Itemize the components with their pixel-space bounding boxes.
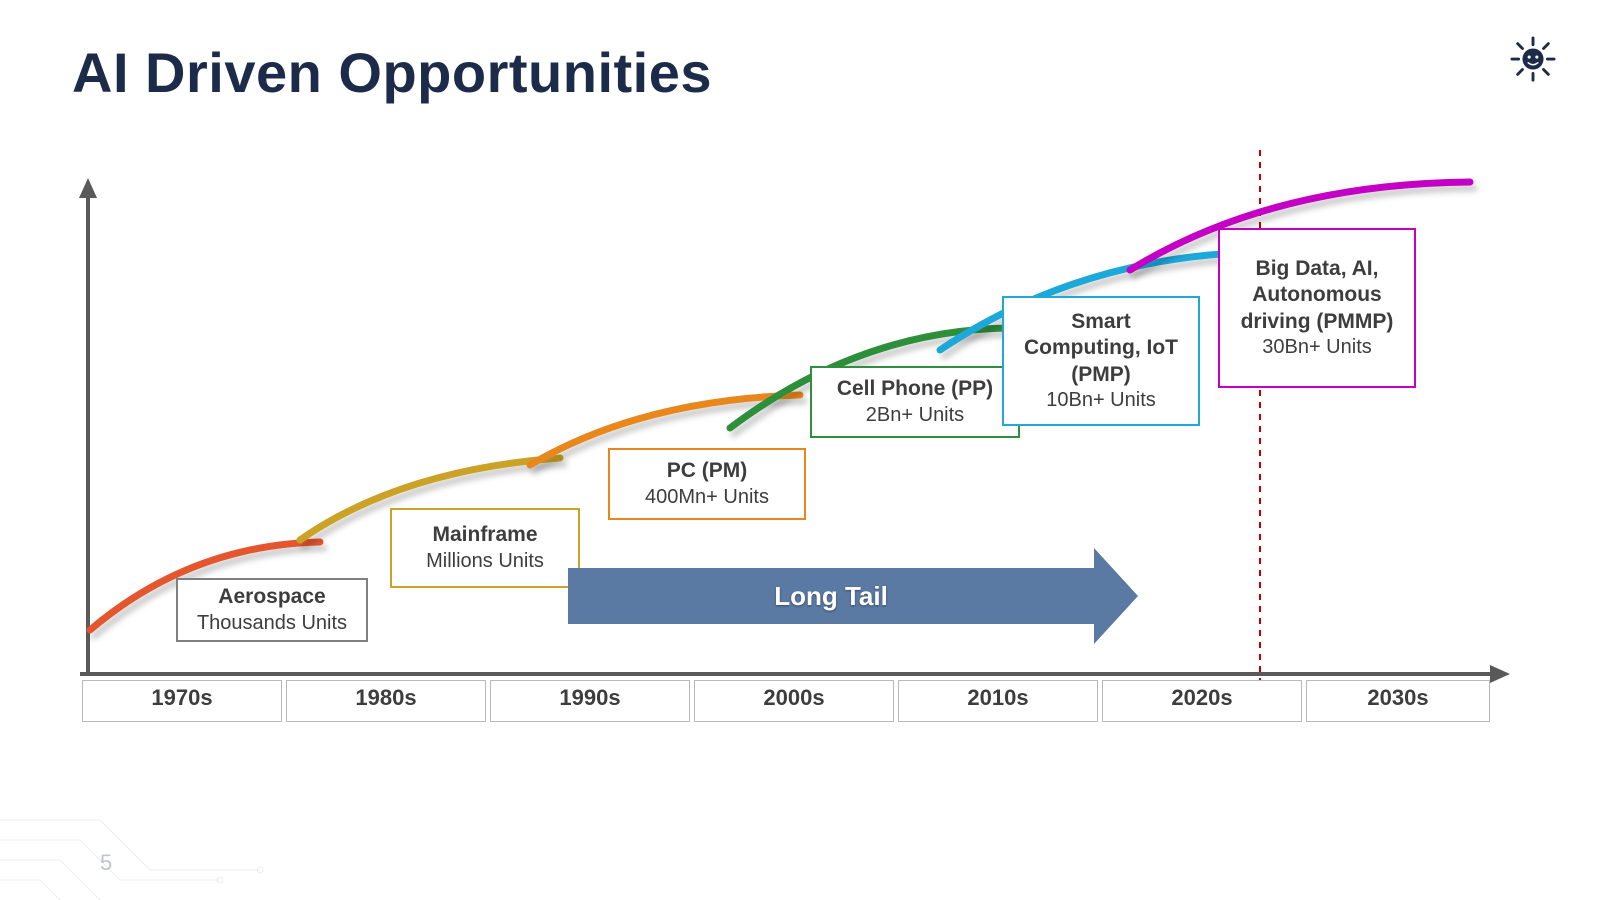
label-box-bigdata: Big Data, AI, Autonomous driving (PMMP)3… (1218, 228, 1416, 388)
slide-title: AI Driven Opportunities (72, 40, 712, 105)
x-tick-2000s: 2000s (694, 680, 894, 722)
background-circuit-decoration-icon (0, 720, 300, 900)
label-title: Mainframe (432, 522, 537, 548)
x-tick-1970s: 1970s (82, 680, 282, 722)
label-subtitle: 400Mn+ Units (645, 485, 769, 510)
label-box-smart: Smart Computing, IoT (PMP)10Bn+ Units (1002, 296, 1200, 426)
x-tick-2020s: 2020s (1102, 680, 1302, 722)
label-subtitle: 2Bn+ Units (866, 403, 964, 428)
x-tick-2010s: 2010s (898, 680, 1098, 722)
technology-waves-chart: 1970s1980s1990s2000s2010s2020s2030s Aero… (70, 170, 1520, 730)
label-title: Aerospace (218, 584, 325, 610)
label-subtitle: Thousands Units (197, 611, 347, 636)
label-subtitle: 30Bn+ Units (1262, 335, 1372, 360)
label-box-cellphone: Cell Phone (PP)2Bn+ Units (810, 366, 1020, 438)
label-title: Big Data, AI, Autonomous driving (PMMP) (1228, 256, 1406, 335)
label-subtitle: Millions Units (426, 549, 544, 574)
label-box-mainframe: MainframeMillions Units (390, 508, 580, 588)
slide: AI Driven Opportunities (0, 0, 1600, 900)
label-box-pc: PC (PM)400Mn+ Units (608, 448, 806, 520)
label-title: PC (PM) (667, 458, 748, 484)
lion-sun-logo-icon (1510, 36, 1556, 82)
label-title: Smart Computing, IoT (PMP) (1012, 309, 1190, 388)
long-tail-arrow: Long Tail (568, 548, 1138, 644)
long-tail-arrowhead (1094, 548, 1138, 644)
x-tick-1990s: 1990s (490, 680, 690, 722)
long-tail-label: Long Tail (568, 568, 1094, 624)
label-title: Cell Phone (PP) (837, 376, 993, 402)
label-subtitle: 10Bn+ Units (1046, 388, 1156, 413)
page-number: 5 (100, 850, 112, 876)
x-tick-2030s: 2030s (1306, 680, 1490, 722)
x-tick-1980s: 1980s (286, 680, 486, 722)
label-box-aerospace: AerospaceThousands Units (176, 578, 368, 642)
